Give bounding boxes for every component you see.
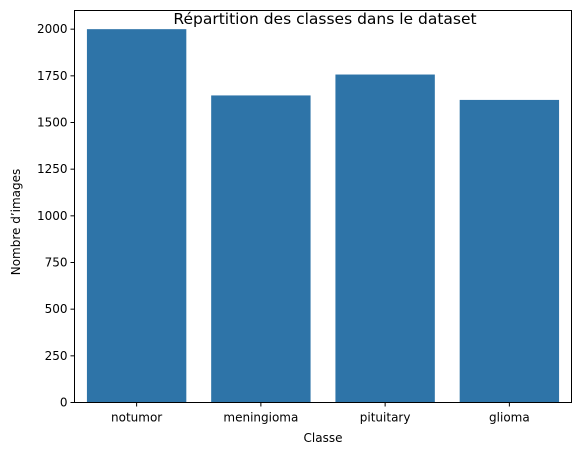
y-tick-label: 1750: [37, 69, 68, 83]
x-axis: notumor meningioma pituitary glioma: [111, 402, 530, 425]
x-tick-label: pituitary: [360, 411, 411, 425]
y-tick-label: 500: [45, 302, 68, 316]
chart-title: Répartition des classes dans le dataset: [173, 10, 476, 28]
bar-glioma: [459, 99, 560, 403]
x-axis-label: Classe: [304, 431, 343, 445]
y-tick-label: 750: [45, 256, 68, 270]
bar-meningioma: [211, 95, 311, 403]
plot-frame: [74, 10, 572, 403]
bar-notumor: [86, 29, 187, 403]
bar-pituitary: [335, 74, 435, 403]
y-tick-label: 250: [45, 349, 68, 363]
x-tick-label: glioma: [489, 411, 530, 425]
y-axis-label: Nombre d’images: [9, 169, 23, 276]
y-tick-label: 1500: [37, 116, 68, 130]
y-axis: 0 250 500 750 1000 1250 1500 1750 2000: [37, 22, 75, 410]
y-tick-label: 1250: [37, 162, 68, 176]
x-tick-label: notumor: [111, 411, 162, 425]
y-tick-label: 1000: [37, 209, 68, 223]
x-tick-label: meningioma: [223, 411, 298, 425]
y-tick-label: 0: [60, 396, 68, 410]
y-tick-label: 2000: [37, 22, 68, 36]
bars-group: [86, 29, 560, 403]
